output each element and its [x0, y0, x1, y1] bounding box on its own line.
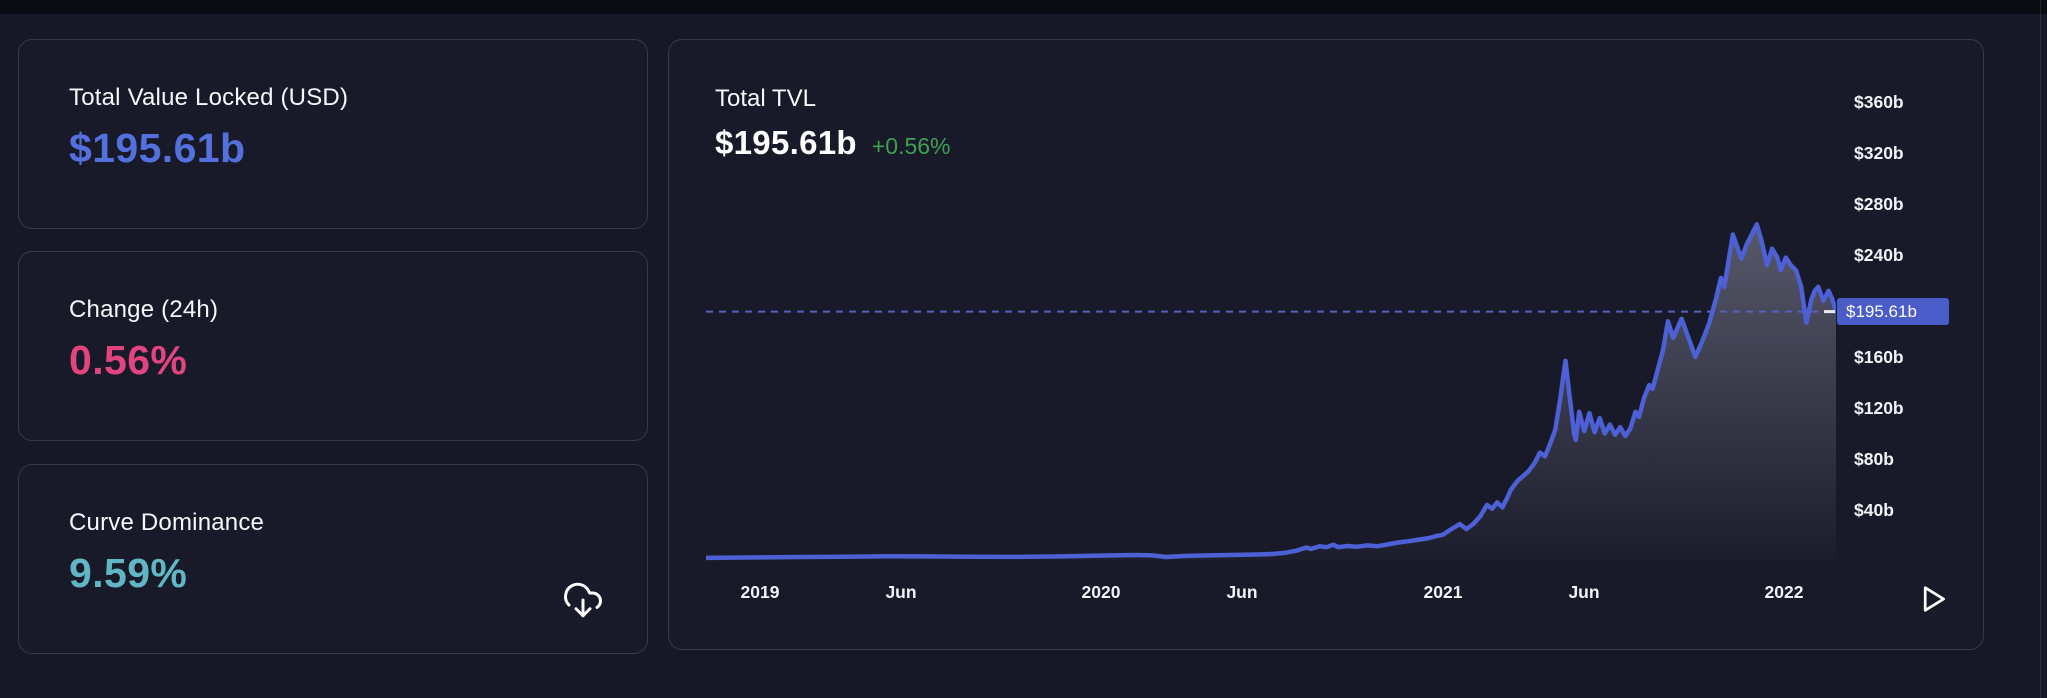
x-axis-tick: Jun	[1226, 582, 1258, 602]
total-tvl-chart-card: Total TVL $195.61b +0.56% $360b $320b $280…	[668, 39, 1984, 650]
x-axis-tick: 2019	[740, 582, 780, 602]
y-axis-tick: $280b	[1854, 194, 1904, 214]
chart-current-value: $195.61b	[715, 124, 857, 161]
y-axis-tick: $160b	[1854, 347, 1904, 367]
change-card-label: Change (24h)	[69, 296, 219, 323]
tvl-card-label: Total Value Locked (USD)	[69, 84, 349, 111]
tvl-area-chart[interactable]	[706, 46, 1836, 626]
y-axis-tick: $320b	[1854, 143, 1904, 163]
current-value-axis-label: $195.61b	[1837, 298, 1949, 325]
chart-change-percent: +0.56%	[871, 133, 951, 159]
dominance-card-label: Curve Dominance	[69, 509, 265, 536]
download-data-button[interactable]	[562, 579, 604, 621]
tvl-area-fill	[706, 224, 1836, 561]
tvl-stat-card: Total Value Locked (USD) $195.61b	[18, 39, 648, 229]
x-axis-tick: 2020	[1081, 582, 1121, 602]
play-icon	[1916, 582, 1950, 616]
change-card-value: 0.56%	[69, 337, 188, 383]
play-timeline-button[interactable]	[1916, 582, 1950, 616]
x-axis-tick: 2021	[1423, 582, 1463, 602]
chart-value-row: $195.61b +0.56%	[715, 124, 1983, 162]
x-axis-tick: Jun	[1568, 582, 1600, 602]
tvl-card-value: $195.61b	[69, 125, 246, 171]
y-axis-tick: $40b	[1854, 500, 1894, 520]
chart-title: Total TVL	[715, 85, 816, 112]
y-axis-tick: $120b	[1854, 398, 1904, 418]
change-24h-stat-card: Change (24h) 0.56%	[18, 251, 648, 441]
y-axis-tick: $240b	[1854, 245, 1904, 265]
y-axis-tick: $360b	[1854, 92, 1904, 112]
top-nav-strip	[0, 0, 2047, 14]
tvl-line	[706, 222, 1836, 561]
x-axis-tick: 2022	[1764, 582, 1804, 602]
curve-dominance-stat-card: Curve Dominance 9.59%	[18, 464, 648, 654]
y-axis-tick: $80b	[1854, 449, 1894, 469]
right-edge-divider	[2040, 0, 2041, 698]
dominance-card-value: 9.59%	[69, 550, 188, 596]
cloud-download-icon	[562, 579, 604, 621]
x-axis-tick: Jun	[885, 582, 917, 602]
